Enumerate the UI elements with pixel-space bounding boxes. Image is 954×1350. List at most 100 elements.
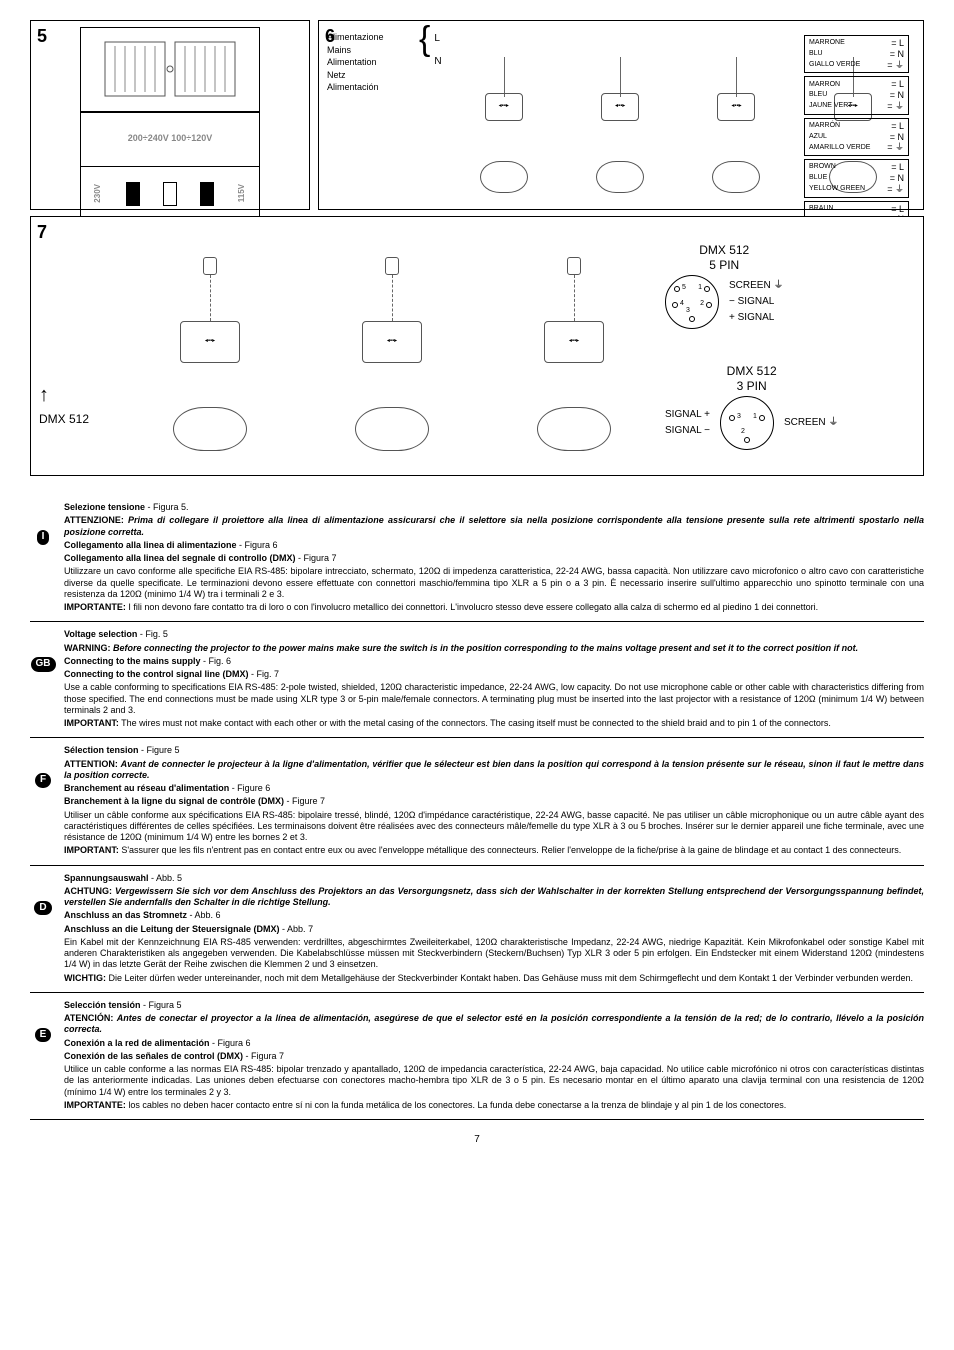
- line-N: N: [434, 56, 441, 69]
- dmx-3pin-block: DMX 512 3 PIN SIGNAL + SIGNAL − 1 2 3 SC…: [665, 364, 838, 450]
- wire-legend-row: MARRON= L: [809, 79, 904, 90]
- voltage-top-text: 200÷240V 100÷120V: [81, 133, 259, 144]
- dmx-3pin-title: DMX 512 3 PIN: [727, 364, 777, 394]
- lang-body: Selezione tensione - Figura 5. ATTENZIONE…: [64, 502, 924, 615]
- pin5-signal-3: + SIGNAL: [729, 310, 783, 326]
- lang-badge-text: F: [35, 773, 51, 788]
- wire-legend-row: AMARILLO VERDE= ⏚: [809, 142, 904, 153]
- wire-legend-row: BROWN= L: [809, 162, 904, 173]
- wire-legend-box: MARRON= LBLEU= NJAUNE VERT= ⏚: [804, 76, 909, 114]
- text-line: Utilice un cable conforme a las normas E…: [64, 1064, 924, 1098]
- pin5-signal-2: − SIGNAL: [729, 294, 783, 310]
- voltage-230: 230V: [93, 184, 103, 203]
- arrow-up-icon: ↑: [39, 383, 49, 408]
- wire-legend-row: YELLOW GREEN= ⏚: [809, 184, 904, 195]
- wire-legend-row: BLU= N: [809, 49, 904, 60]
- text-line: Use a cable conforming to specifications…: [64, 682, 924, 716]
- text-line: Utiliser un câble conforme aux spécifica…: [64, 810, 924, 844]
- wire-legend-box: MARRONE= LBLU= NGIALLO VERDE= ⏚: [804, 35, 909, 73]
- fixture-chain-7: ◂▪▪▸ ◂▪▪▸ ◂▪▪▸: [119, 225, 665, 467]
- text-line: Sélection tension - Figure 5: [64, 745, 924, 756]
- lang-badge-text: D: [34, 901, 51, 916]
- text-line: Ein Kabel mit der Kennzeichnung EIA RS-4…: [64, 937, 924, 971]
- wire-legend-row: BLUE= N: [809, 173, 904, 184]
- wire-legend-row: JAUNE VERT= ⏚: [809, 101, 904, 112]
- diagram-row-top: 5: [30, 20, 924, 210]
- lang-body: Selección tensión - Figura 5 ATENCIÓN: An…: [64, 1000, 924, 1113]
- mains-label-en: Mains: [327, 44, 417, 57]
- text-line: Connecting to the mains supply - Fig. 6: [64, 656, 924, 667]
- wire-color-legend: MARRONE= LBLU= NGIALLO VERDE= ⏚MARRON= L…: [804, 35, 909, 239]
- text-line: ATENCIÓN: Antes de conectar el proyector…: [64, 1013, 924, 1036]
- lang-badge: D: [30, 873, 56, 986]
- figure-5-label: 5: [37, 25, 47, 48]
- figure-7-box: 7 ↑ DMX 512 ◂▪▪▸ ◂▪▪▸ ◂▪▪▸ DMX 512 5 PIN…: [30, 216, 924, 476]
- figure-5-box: 5: [30, 20, 310, 210]
- text-line: Voltage selection - Fig. 5: [64, 629, 924, 640]
- text-line: Collegamento alla linea di alimentazione…: [64, 540, 924, 551]
- text-line: IMPORTANT: The wires must not make conta…: [64, 718, 924, 729]
- text-line: ATTENTION: Avant de connecter le project…: [64, 759, 924, 782]
- text-line: Anschluss an das Stromnetz - Abb. 6: [64, 910, 924, 921]
- text-line: Conexión de las señales de control (DMX)…: [64, 1051, 924, 1062]
- pin3-signal-3: SCREEN ⏚: [784, 415, 838, 431]
- lang-badge-text: I: [37, 530, 50, 545]
- voltage-bar-1: [126, 182, 140, 206]
- voltage-switch-svg: [95, 34, 245, 104]
- lang-section-F: F Sélection tension - Figure 5 ATTENTION: …: [30, 738, 924, 865]
- dmx-5pin-title: DMX 512 5 PIN: [699, 243, 749, 273]
- wire-legend-row: MARRÓN= L: [809, 121, 904, 132]
- dmx-3pin-connector: 1 2 3: [720, 396, 774, 450]
- pin3-signal-1: SIGNAL +: [665, 407, 710, 423]
- voltage-bar-3: [200, 182, 214, 206]
- text-line: Spannungsauswahl - Abb. 5: [64, 873, 924, 884]
- dmx-5pin-block: DMX 512 5 PIN 1 2 3 4 5 SCREEN ⏚ − SIGNA…: [665, 243, 783, 329]
- text-line: WICHTIG: Die Leiter dürfen weder unterei…: [64, 973, 924, 984]
- wire-legend-row: BLEU= N: [809, 90, 904, 101]
- lang-badge-text: GB: [31, 657, 56, 672]
- figure-6-box: 6 Alimentazione Mains Alimentation Netz …: [318, 20, 924, 210]
- wire-legend-row: BRAUN= L: [809, 204, 904, 215]
- text-line: Connecting to the control signal line (D…: [64, 669, 924, 680]
- text-line: Selección tensión - Figura 5: [64, 1000, 924, 1011]
- lang-body: Voltage selection - Fig. 5 WARNING: Befor…: [64, 629, 924, 731]
- wire-legend-row: AZUL= N: [809, 132, 904, 143]
- wire-legend-row: MARRONE= L: [809, 38, 904, 49]
- lang-section-I: I Selezione tensione - Figura 5. ATTENZION…: [30, 496, 924, 622]
- text-line: WARNING: Before connecting the projector…: [64, 643, 924, 654]
- text-line: IMPORTANTE: los cables no deben hacer co…: [64, 1100, 924, 1111]
- lang-badge: I: [30, 502, 56, 615]
- text-line: Anschluss an die Leitung der Steuersigna…: [64, 924, 924, 935]
- voltage-bar-2: [163, 182, 177, 206]
- mains-label-it: Alimentazione: [327, 31, 417, 44]
- text-line: IMPORTANTE: I fili non devono fare conta…: [64, 602, 924, 613]
- text-line: Branchement à la ligne du signal de cont…: [64, 796, 924, 807]
- text-line: ACHTUNG: Vergewissern Sie sich vor dem A…: [64, 886, 924, 909]
- lang-badge-text: E: [35, 1028, 52, 1043]
- wire-legend-box: MARRÓN= LAZUL= NAMARILLO VERDE= ⏚: [804, 118, 909, 156]
- text-line: ATTENZIONE: Prima di collegare il proiet…: [64, 515, 924, 538]
- mains-label-de: Netz: [327, 69, 417, 82]
- wire-legend-row: GIALLO VERDE= ⏚: [809, 60, 904, 71]
- mains-brace: {: [419, 29, 430, 201]
- lang-badge: F: [30, 745, 56, 858]
- text-line: Branchement au réseau d'alimentation - F…: [64, 783, 924, 794]
- dmx-label-left: DMX 512: [39, 412, 89, 427]
- figure-5-graphic: 200÷240V 100÷120V 230V 115V: [39, 47, 301, 201]
- line-L: L: [434, 33, 441, 46]
- pin5-signal-1: SCREEN ⏚: [729, 278, 783, 294]
- mains-labels: Alimentazione Mains Alimentation Netz Al…: [327, 29, 417, 201]
- lang-section-D: D Spannungsauswahl - Abb. 5 ACHTUNG: Verge…: [30, 866, 924, 993]
- mains-label-es: Alimentación: [327, 81, 417, 94]
- lang-badge: GB: [30, 629, 56, 731]
- pin3-signal-2: SIGNAL −: [665, 423, 710, 439]
- mains-label-fr: Alimentation: [327, 56, 417, 69]
- lang-body: Spannungsauswahl - Abb. 5 ACHTUNG: Vergew…: [64, 873, 924, 986]
- page-number: 7: [30, 1134, 924, 1147]
- text-line: Conexión a la red de alimentación - Figu…: [64, 1038, 924, 1049]
- text-line: Utilizzare un cavo conforme alle specifi…: [64, 566, 924, 600]
- text-line: IMPORTANT: S'assurer que les fils n'entr…: [64, 845, 924, 856]
- text-line: Selezione tensione - Figura 5.: [64, 502, 924, 513]
- text-line: Collegamento alla linea del segnale di c…: [64, 553, 924, 564]
- dmx-5pin-connector: 1 2 3 4 5: [665, 275, 719, 329]
